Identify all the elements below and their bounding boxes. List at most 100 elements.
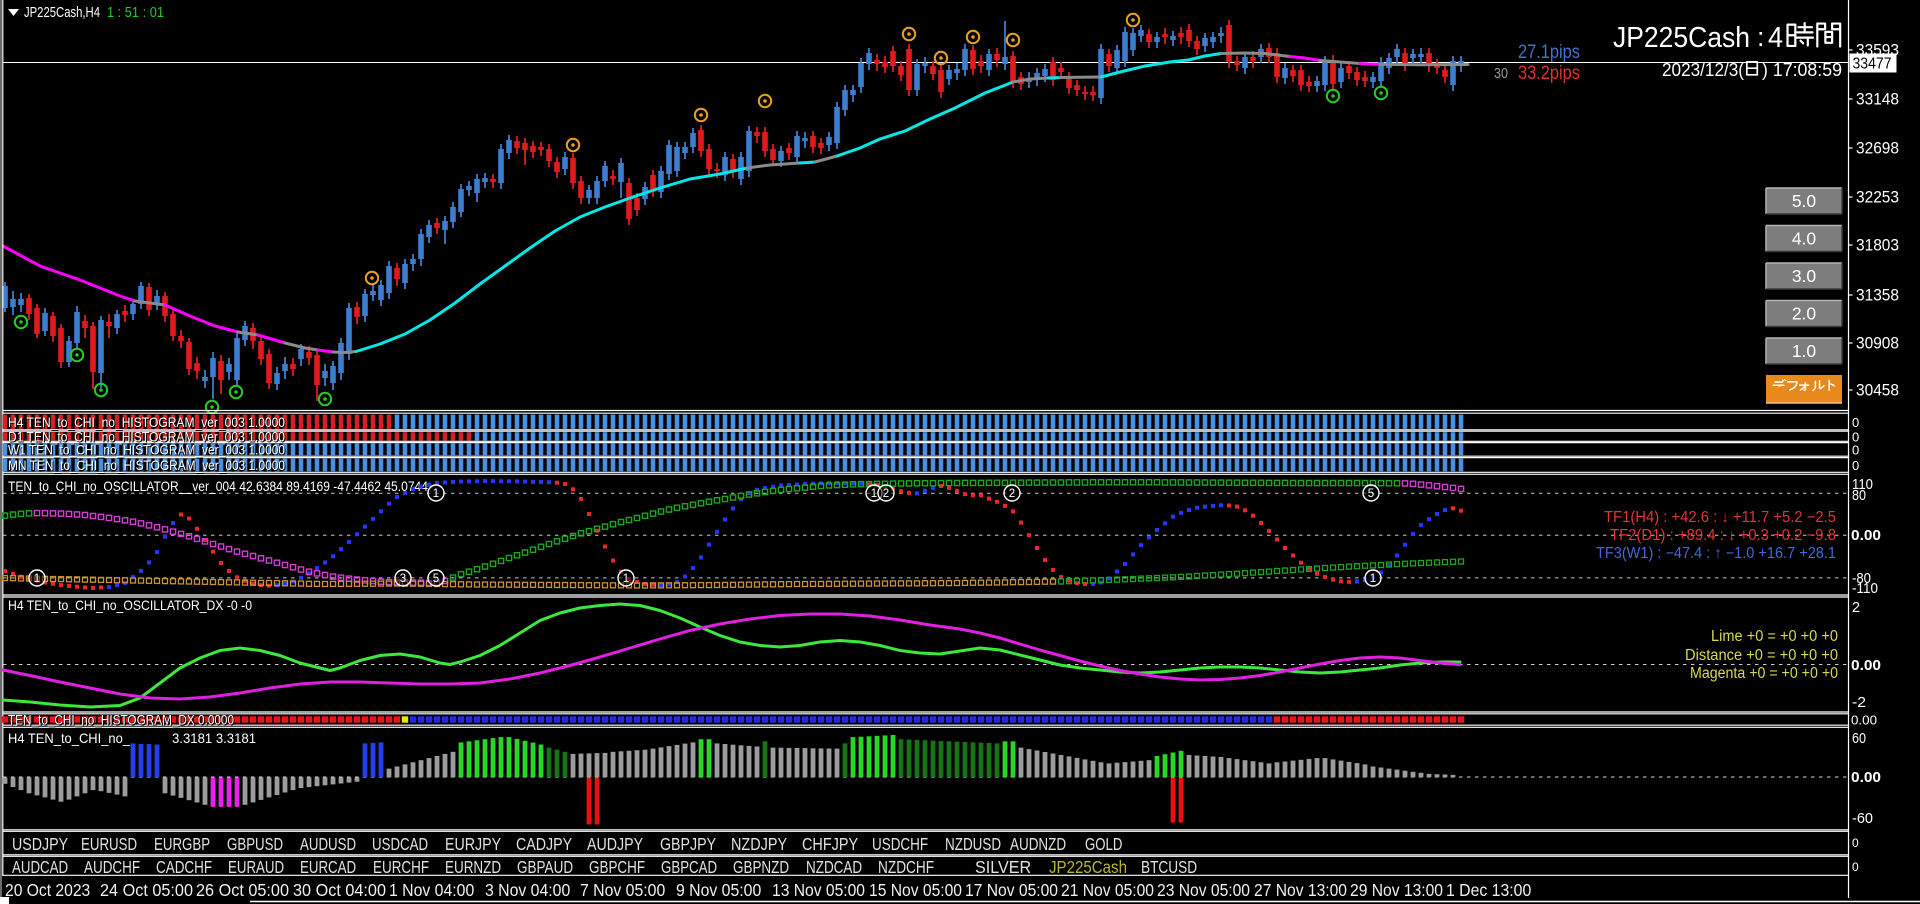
svg-text:JP225Cash,H4: JP225Cash,H4 <box>24 5 100 21</box>
svg-text:0: 0 <box>1852 860 1859 874</box>
svg-text:1 Nov 04:00: 1 Nov 04:00 <box>389 880 474 900</box>
svg-text:EURCAD: EURCAD <box>300 857 356 877</box>
svg-text:USDCHF: USDCHF <box>872 834 928 854</box>
svg-text:2023/12/3(: 2023/12/3( <box>1662 60 1744 80</box>
svg-text:GOLD: GOLD <box>1085 834 1122 854</box>
svg-text:1: 1 <box>871 488 877 500</box>
svg-text:EURNZD: EURNZD <box>445 857 501 877</box>
svg-text:1.0: 1.0 <box>1792 341 1817 361</box>
svg-text:27.1pips: 27.1pips <box>1518 42 1580 63</box>
svg-text:2: 2 <box>883 488 889 500</box>
svg-text:AUDCHF: AUDCHF <box>84 857 140 877</box>
svg-text:JP225Cash: JP225Cash <box>1049 857 1127 877</box>
svg-text:1 : 51 : 01: 1 : 51 : 01 <box>107 5 164 21</box>
svg-text:EURCHF: EURCHF <box>373 857 429 877</box>
svg-text:H4 TEN_to_CHI_no_: H4 TEN_to_CHI_no_ <box>8 730 130 746</box>
svg-text:1: 1 <box>433 488 439 500</box>
svg-text:32698: 32698 <box>1856 140 1899 158</box>
svg-text:Magenta +0 = +0 +0 +0: Magenta +0 = +0 +0 +0 <box>1690 665 1838 682</box>
svg-text:Lime +0 = +0 +0 +0: Lime +0 = +0 +0 +0 <box>1711 628 1838 645</box>
svg-text:TEN_to_CHI_no_OSCILLATOR__ver_: TEN_to_CHI_no_OSCILLATOR__ver_004 42.638… <box>8 478 428 494</box>
svg-text:NZDCHF: NZDCHF <box>878 857 934 877</box>
svg-text:3.3181 3.3181: 3.3181 3.3181 <box>172 730 256 746</box>
svg-text:30 Oct 04:00: 30 Oct 04:00 <box>293 880 386 900</box>
svg-text:GBPCHF: GBPCHF <box>589 857 645 877</box>
svg-text:4.0: 4.0 <box>1792 229 1817 249</box>
svg-text:0.00: 0.00 <box>1851 713 1877 728</box>
svg-text:AUDUSD: AUDUSD <box>300 834 356 854</box>
svg-text:TF3(W1) : −47.4 : ↑ −1.0 +16: TF3(W1) : −47.4 : ↑ −1.0 +16.7 +28.1 <box>1596 545 1836 562</box>
svg-text:GBPNZD: GBPNZD <box>733 857 789 877</box>
svg-text:20 Oct 2023: 20 Oct 2023 <box>5 880 90 900</box>
svg-text:TF2(D1) : +89.4 : ↓ +0.3 +0.: TF2(D1) : +89.4 : ↓ +0.3 +0.2 −9.8 <box>1610 527 1836 544</box>
svg-text:MN TEN_to_CHI_no_HISTOGRAM_ver: MN TEN_to_CHI_no_HISTOGRAM_ver_003 1.000… <box>9 458 286 474</box>
svg-text:110: 110 <box>1852 476 1873 493</box>
svg-text:31803: 31803 <box>1856 237 1899 255</box>
svg-text:MN TEN_to_CHI_no_HISTOGRAM_ver: MN TEN_to_CHI_no_HISTOGRAM_ver_003 1.000… <box>8 457 285 473</box>
svg-text:EURGBP: EURGBP <box>154 834 210 854</box>
svg-text:30458: 30458 <box>1856 382 1899 400</box>
svg-text:1 Dec 13:00: 1 Dec 13:00 <box>1446 880 1531 900</box>
svg-text:NZDJPY: NZDJPY <box>731 834 787 854</box>
svg-text:7 Nov 05:00: 7 Nov 05:00 <box>580 880 665 900</box>
svg-text:0.00: 0.00 <box>1851 769 1881 786</box>
svg-text:Distance +0 = +0 +0 +0: Distance +0 = +0 +0 +0 <box>1685 647 1838 664</box>
svg-text:2: 2 <box>1852 599 1860 616</box>
svg-text:-2: -2 <box>1852 694 1866 711</box>
svg-text:5: 5 <box>1368 488 1374 500</box>
svg-text:3.0: 3.0 <box>1792 266 1817 286</box>
svg-text:EURUSD: EURUSD <box>81 834 137 854</box>
svg-text:0: 0 <box>1852 443 1859 458</box>
svg-text:D1 TEN_to_CHI_no_HISTOGRAM_ver: D1 TEN_to_CHI_no_HISTOGRAM_ver_003 1.000… <box>9 430 286 446</box>
svg-text:24 Oct 05:00: 24 Oct 05:00 <box>100 880 193 900</box>
svg-text:15 Nov 05:00: 15 Nov 05:00 <box>869 880 962 900</box>
svg-text:EURJPY: EURJPY <box>445 834 501 854</box>
svg-text:29 Nov 13:00: 29 Nov 13:00 <box>1350 880 1443 900</box>
svg-text:CADCHF: CADCHF <box>156 857 212 877</box>
svg-text:32253: 32253 <box>1856 189 1899 207</box>
svg-text:3 Nov 04:00: 3 Nov 04:00 <box>485 880 570 900</box>
svg-text:GBPAUD: GBPAUD <box>517 857 573 877</box>
svg-text:0: 0 <box>1852 836 1859 850</box>
svg-text:-60: -60 <box>1852 810 1873 827</box>
svg-text:30: 30 <box>1494 66 1508 82</box>
svg-text:60: 60 <box>1852 730 1866 747</box>
svg-text:GBPCAD: GBPCAD <box>661 857 717 877</box>
svg-text:H4 TEN_to_CHI_no_OSCILLATOR_D: H4 TEN_to_CHI_no_OSCILLATOR_DX -0 -0 <box>8 597 252 613</box>
svg-text:13 Nov 05:00: 13 Nov 05:00 <box>772 880 865 900</box>
svg-text:-110: -110 <box>1852 580 1878 597</box>
svg-text:2.0: 2.0 <box>1792 304 1817 324</box>
svg-text:5: 5 <box>433 573 439 585</box>
svg-text:NZDCAD: NZDCAD <box>806 857 862 877</box>
svg-text:17 Nov 05:00: 17 Nov 05:00 <box>965 880 1058 900</box>
svg-text:USDJPY: USDJPY <box>12 834 68 854</box>
svg-text:NZDUSD: NZDUSD <box>945 834 1001 854</box>
svg-text:GBPJPY: GBPJPY <box>660 834 716 854</box>
svg-text:CHFJPY: CHFJPY <box>802 834 858 854</box>
svg-text:4: 4 <box>1768 22 1783 54</box>
svg-text:SILVER: SILVER <box>975 857 1031 877</box>
svg-text::: : <box>1757 22 1765 52</box>
svg-text:0.00: 0.00 <box>1851 527 1881 544</box>
svg-text:31358: 31358 <box>1856 287 1899 305</box>
svg-text:30908: 30908 <box>1856 335 1899 353</box>
svg-text:TEN_to_CHI_no_HISTOGRAM_DX 0.0: TEN_to_CHI_no_HISTOGRAM_DX 0.0000 <box>9 713 235 729</box>
svg-text:BTCUSD: BTCUSD <box>1141 857 1197 877</box>
svg-text:26 Oct 05:00: 26 Oct 05:00 <box>196 880 289 900</box>
svg-text:USDCAD: USDCAD <box>372 834 428 854</box>
svg-text:GBPUSD: GBPUSD <box>227 834 283 854</box>
svg-text:AUDCAD: AUDCAD <box>12 857 68 877</box>
svg-text:W1 TEN_to_CHI_no_HISTOGRAM_ver: W1 TEN_to_CHI_no_HISTOGRAM_ver_003 1.000… <box>9 443 286 459</box>
svg-text:33148: 33148 <box>1856 91 1899 109</box>
svg-text:0: 0 <box>1852 458 1859 473</box>
svg-text:TEN_to_CHI_no_OSCILLATOR__ver_: TEN_to_CHI_no_OSCILLATOR__ver_004 42.638… <box>9 479 429 495</box>
svg-text:21 Nov 05:00: 21 Nov 05:00 <box>1061 880 1154 900</box>
svg-text:1: 1 <box>623 573 629 585</box>
svg-text:0: 0 <box>1852 415 1859 430</box>
svg-text:CADJPY: CADJPY <box>516 834 572 854</box>
svg-text:27 Nov 13:00: 27 Nov 13:00 <box>1254 880 1347 900</box>
svg-text:EURAUD: EURAUD <box>228 857 284 877</box>
svg-text:80: 80 <box>1852 487 1866 504</box>
svg-text:3: 3 <box>400 573 406 585</box>
svg-text:TF1(H4) : +42.6 : ↓ +11.7 +5: TF1(H4) : +42.6 : ↓ +11.7 +5.2 −2.5 <box>1604 509 1836 526</box>
